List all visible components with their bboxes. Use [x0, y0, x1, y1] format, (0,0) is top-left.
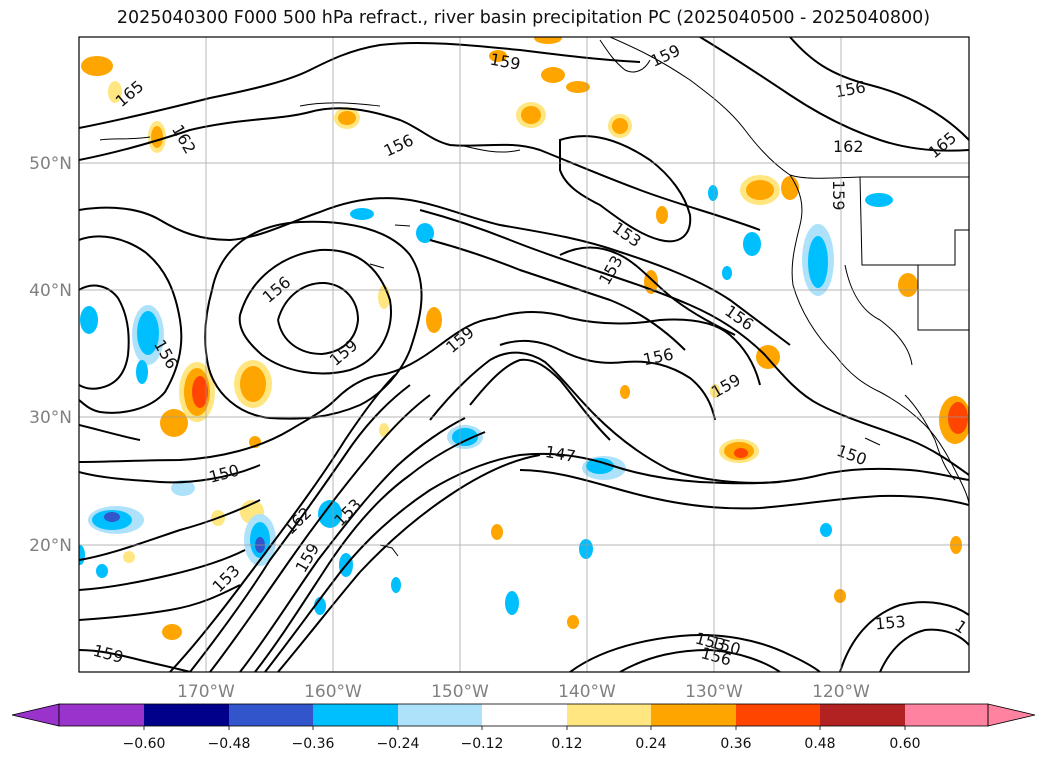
graticule: [79, 37, 969, 672]
lat-label-20n: 20°N: [29, 536, 72, 556]
lat-tick-labels: 20°N 30°N 40°N 50°N: [29, 154, 72, 556]
refractivity-contours: [79, 37, 969, 672]
lat-label-40n: 40°N: [29, 281, 72, 301]
colorbar-segment: [144, 704, 229, 726]
colorbar-segment: [820, 704, 905, 726]
colorbar-segment: [313, 704, 398, 726]
colorbar-tick-label: 0.36: [720, 736, 751, 752]
lat-label-50n: 50°N: [29, 154, 72, 174]
lon-label-130w: 130°W: [685, 682, 743, 702]
lon-label-160w: 160°W: [304, 682, 362, 702]
colorbar-segment: [59, 704, 144, 726]
colorbar: −0.60 −0.48 −0.36 −0.24 −0.12 0.12 0.24 …: [11, 703, 1036, 752]
contour-label: 153: [874, 612, 906, 634]
colorbar-tick-label: −0.24: [377, 736, 420, 752]
lon-tick-labels: 170°W 160°W 150°W 140°W 130°W 120°W: [177, 682, 870, 702]
colorbar-segment: [482, 704, 567, 726]
map-area: [79, 37, 969, 672]
colorbar-tick-label: 0.24: [635, 736, 666, 752]
colorbar-tick-label: 0.48: [804, 736, 835, 752]
colorbar-segment: [905, 704, 988, 726]
colorbar-tick-label: −0.36: [292, 736, 335, 752]
chart-title: 2025040300 F000 500 hPa refract., river …: [116, 8, 931, 28]
lon-label-140w: 140°W: [558, 682, 616, 702]
lat-label-30n: 30°N: [29, 408, 72, 428]
colorbar-segment: [229, 704, 313, 726]
lon-label-120w: 120°W: [812, 682, 870, 702]
colorbar-extend-high: [987, 703, 1036, 727]
colorbar-tick-label: 0.12: [551, 736, 582, 752]
colorbar-tick-label: 0.60: [889, 736, 920, 752]
colorbar-segment: [651, 704, 736, 726]
precip-anomaly-fills: [79, 37, 969, 640]
map-frame: [78, 36, 970, 673]
colorbar-tick-label: −0.12: [461, 736, 504, 752]
colorbar-extend-low: [11, 703, 60, 727]
coastlines: [99, 37, 969, 557]
contour-label: 159: [829, 180, 848, 211]
colorbar-tick-label: −0.48: [208, 736, 251, 752]
colorbar-segment: [567, 704, 651, 726]
contour-label: 162: [833, 137, 864, 156]
colorbar-segment: [736, 704, 820, 726]
lon-label-170w: 170°W: [177, 682, 235, 702]
lon-label-150w: 150°W: [431, 682, 489, 702]
colorbar-segment: [398, 704, 482, 726]
colorbar-tick-label: −0.60: [123, 736, 166, 752]
